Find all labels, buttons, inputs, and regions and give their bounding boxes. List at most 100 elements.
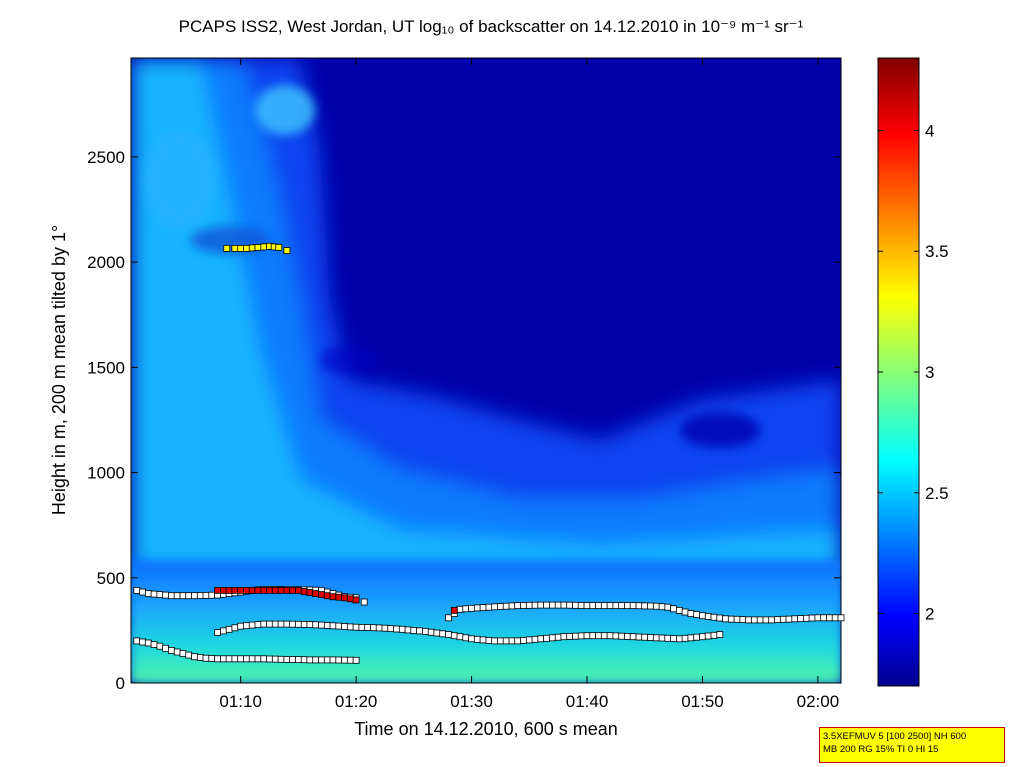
marker-point bbox=[745, 616, 752, 624]
marker-point bbox=[577, 632, 585, 640]
marker-point bbox=[566, 601, 574, 609]
marker-point bbox=[560, 633, 568, 641]
marker-point bbox=[595, 632, 602, 640]
marker-point bbox=[214, 655, 222, 663]
marker-point bbox=[341, 656, 349, 664]
y-tick-label: 2000 bbox=[87, 253, 125, 272]
settings-line-2: MB 200 RG 15% TI 0 HI 15 bbox=[823, 744, 939, 755]
marker-point bbox=[237, 587, 245, 594]
marker-point bbox=[277, 655, 285, 663]
marker-point bbox=[716, 631, 724, 638]
marker-point bbox=[139, 588, 146, 596]
marker-point bbox=[225, 625, 233, 633]
marker-point bbox=[439, 630, 447, 638]
marker-point bbox=[687, 634, 695, 642]
marker-point bbox=[271, 620, 279, 628]
marker-point bbox=[156, 591, 164, 598]
marker-point bbox=[704, 632, 712, 640]
marker-point bbox=[589, 602, 597, 609]
marker-point bbox=[271, 655, 279, 663]
marker-point bbox=[572, 632, 579, 640]
marker-point bbox=[162, 591, 170, 599]
marker-point bbox=[329, 656, 337, 664]
marker-point bbox=[785, 615, 793, 623]
marker-point bbox=[323, 656, 331, 664]
marker-point bbox=[774, 616, 781, 623]
marker-point bbox=[410, 627, 418, 634]
marker-point bbox=[196, 592, 204, 599]
marker-point bbox=[283, 247, 291, 255]
marker-point bbox=[283, 656, 291, 663]
marker-point bbox=[473, 604, 481, 612]
marker-point bbox=[335, 622, 343, 630]
y-tick-label: 2500 bbox=[87, 148, 125, 167]
marker-point bbox=[214, 629, 222, 636]
marker-point bbox=[456, 605, 464, 613]
marker-point bbox=[462, 634, 470, 642]
marker-point bbox=[670, 605, 677, 613]
marker-point bbox=[681, 608, 689, 616]
marker-point bbox=[223, 244, 231, 252]
marker-point bbox=[381, 624, 389, 632]
chart-title: PCAPS ISS2, West Jordan, UT log₁₀ of bac… bbox=[179, 17, 804, 36]
marker-point bbox=[727, 615, 735, 623]
marker-point bbox=[456, 633, 464, 641]
marker-point bbox=[606, 632, 614, 640]
y-axis-label: Height in m, 200 m mean tilted by 1° bbox=[49, 225, 69, 515]
marker-point bbox=[491, 637, 499, 645]
marker-point bbox=[231, 655, 239, 663]
marker-point bbox=[595, 602, 602, 609]
x-tick-label: 01:40 bbox=[566, 692, 609, 711]
marker-point bbox=[572, 601, 579, 609]
marker-point bbox=[779, 615, 787, 623]
marker-point bbox=[618, 602, 626, 609]
marker-point bbox=[306, 621, 314, 628]
marker-point bbox=[260, 620, 268, 628]
x-tick-label: 01:30 bbox=[450, 692, 493, 711]
marker-point bbox=[722, 615, 729, 623]
marker-point bbox=[144, 639, 152, 647]
marker-point bbox=[196, 654, 204, 661]
marker-point bbox=[641, 602, 649, 610]
marker-point bbox=[699, 633, 706, 641]
colorbar-tick-label: 3.5 bbox=[925, 242, 949, 261]
marker-point bbox=[762, 616, 770, 624]
marker-point bbox=[254, 655, 262, 663]
marker-point bbox=[266, 587, 273, 594]
marker-point bbox=[549, 634, 556, 642]
marker-point bbox=[496, 603, 504, 610]
marker-point bbox=[791, 615, 799, 623]
marker-point bbox=[352, 596, 360, 604]
y-tick-label: 0 bbox=[116, 674, 125, 693]
colorbar bbox=[877, 57, 920, 687]
marker-point bbox=[150, 590, 158, 598]
marker-point bbox=[589, 632, 597, 640]
marker-point bbox=[797, 615, 804, 622]
marker-point bbox=[733, 615, 741, 623]
marker-point bbox=[820, 614, 828, 622]
marker-point bbox=[583, 632, 591, 640]
marker-point bbox=[537, 635, 545, 643]
marker-point bbox=[364, 624, 372, 631]
marker-point bbox=[618, 632, 626, 640]
marker-point bbox=[294, 587, 302, 594]
marker-point bbox=[283, 620, 291, 628]
marker-point bbox=[704, 613, 712, 620]
marker-point bbox=[652, 602, 660, 610]
marker-point bbox=[144, 590, 152, 597]
marker-point bbox=[248, 244, 256, 252]
marker-point bbox=[219, 587, 227, 594]
marker-point bbox=[583, 602, 591, 609]
marker-point bbox=[300, 588, 308, 595]
marker-point bbox=[341, 594, 349, 602]
marker-point bbox=[496, 637, 504, 645]
marker-point bbox=[710, 613, 718, 621]
marker-point bbox=[341, 623, 349, 630]
marker-point bbox=[514, 637, 522, 645]
marker-point bbox=[179, 592, 187, 600]
marker-point bbox=[294, 656, 302, 663]
colorbar-axis: 2 2.5 3 3.5 4 bbox=[878, 121, 949, 624]
marker-point bbox=[756, 616, 764, 624]
marker-point bbox=[260, 243, 268, 251]
y-tick-label: 1500 bbox=[87, 358, 125, 377]
